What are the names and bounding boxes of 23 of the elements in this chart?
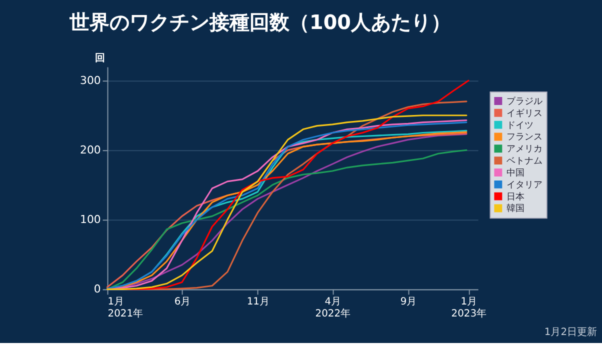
y-tick-label: 200 [80, 144, 101, 157]
legend-label: 韓国 [506, 203, 525, 214]
chart-title: 世界のワクチン接種回数（100人あたり） [68, 10, 452, 34]
legend-label: ベトナム [506, 156, 543, 167]
x-tick-label: 6月 [174, 296, 191, 308]
x-tick-label: 1月 2021年 [108, 296, 144, 320]
legend-label: アメリカ [506, 144, 543, 155]
x-tick-label: 1月 2023年 [451, 296, 487, 320]
legend-label: 中国 [506, 167, 525, 178]
y-tick-label: 300 [80, 74, 101, 88]
text: 1月2日更新 [544, 326, 598, 338]
legend-label: ブラジル [506, 96, 543, 107]
legend-label: フランス [506, 132, 543, 143]
legend-label: ドイツ [506, 120, 534, 131]
y-tick-label: 100 [80, 213, 101, 226]
y-tick-label: 0 [94, 282, 101, 296]
y-axis-title: 回 [94, 53, 105, 64]
x-tick-label: 9月 [400, 296, 417, 308]
legend-label: 日本 [506, 191, 525, 202]
legend-label: イタリア [506, 180, 543, 190]
legend-label: イギリス [506, 108, 543, 119]
x-tick-label: 4月 2022年 [315, 296, 351, 320]
x-tick-label: 11月 [246, 296, 270, 308]
